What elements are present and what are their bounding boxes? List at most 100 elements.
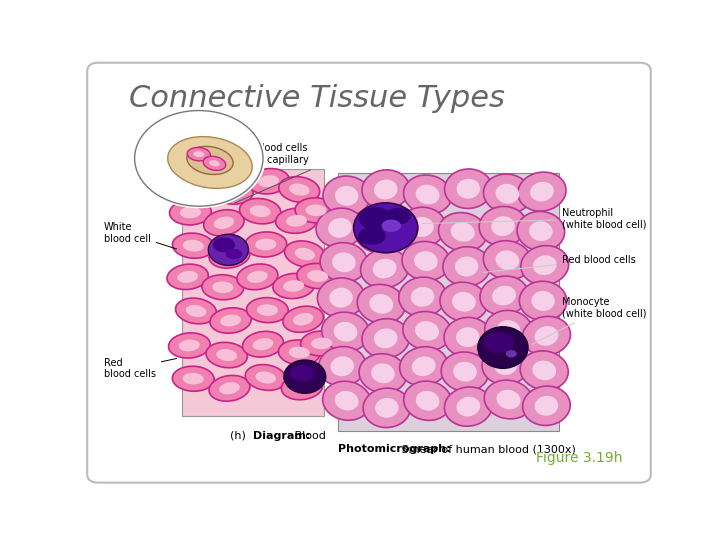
Ellipse shape [305, 205, 327, 216]
Ellipse shape [452, 292, 476, 312]
Ellipse shape [495, 251, 519, 270]
Ellipse shape [273, 273, 315, 299]
Ellipse shape [382, 219, 401, 232]
Ellipse shape [385, 208, 410, 225]
Ellipse shape [279, 177, 320, 202]
Ellipse shape [237, 264, 278, 290]
FancyBboxPatch shape [87, 63, 651, 483]
Ellipse shape [415, 185, 439, 204]
Ellipse shape [216, 349, 237, 361]
Ellipse shape [330, 356, 354, 376]
Ellipse shape [318, 278, 365, 318]
Ellipse shape [307, 270, 328, 282]
Ellipse shape [529, 221, 553, 241]
Ellipse shape [248, 168, 289, 194]
Ellipse shape [400, 347, 448, 386]
Ellipse shape [520, 351, 568, 390]
Ellipse shape [361, 249, 409, 288]
Ellipse shape [219, 382, 240, 394]
Ellipse shape [403, 175, 451, 214]
Ellipse shape [183, 373, 204, 384]
Ellipse shape [318, 347, 366, 386]
Text: Red blood cells: Red blood cells [483, 255, 635, 272]
Ellipse shape [533, 255, 557, 275]
Ellipse shape [534, 326, 559, 346]
Ellipse shape [294, 248, 315, 260]
Ellipse shape [485, 310, 532, 350]
Text: Red
blood cells: Red blood cells [104, 357, 176, 379]
Ellipse shape [189, 177, 209, 190]
Ellipse shape [293, 313, 313, 326]
Ellipse shape [456, 327, 480, 347]
Ellipse shape [212, 281, 233, 293]
Ellipse shape [359, 354, 407, 393]
Ellipse shape [253, 338, 274, 350]
Ellipse shape [283, 306, 323, 332]
Ellipse shape [284, 360, 325, 393]
Ellipse shape [404, 381, 451, 420]
Ellipse shape [411, 287, 434, 307]
Ellipse shape [483, 332, 514, 353]
Ellipse shape [222, 186, 243, 198]
Ellipse shape [301, 331, 343, 356]
Ellipse shape [335, 186, 359, 206]
Ellipse shape [286, 215, 307, 227]
Text: Monocyte
(white blood cell): Monocyte (white blood cell) [532, 297, 646, 344]
Ellipse shape [444, 387, 492, 426]
Ellipse shape [444, 318, 492, 357]
Bar [182, 168, 324, 416]
Ellipse shape [414, 251, 438, 271]
Ellipse shape [316, 208, 364, 247]
Ellipse shape [243, 332, 284, 357]
Ellipse shape [518, 172, 566, 211]
Ellipse shape [329, 288, 353, 308]
Ellipse shape [441, 352, 489, 392]
Ellipse shape [332, 252, 356, 272]
Ellipse shape [453, 362, 477, 382]
Ellipse shape [373, 259, 397, 279]
Ellipse shape [186, 146, 233, 174]
Text: Blood cells
in capillary: Blood cells in capillary [235, 144, 308, 165]
Ellipse shape [169, 200, 212, 225]
Ellipse shape [443, 247, 490, 286]
Ellipse shape [323, 176, 370, 215]
Ellipse shape [444, 169, 492, 208]
Ellipse shape [295, 198, 337, 223]
Ellipse shape [183, 240, 204, 252]
Ellipse shape [374, 180, 397, 199]
Ellipse shape [167, 264, 208, 289]
Ellipse shape [497, 390, 521, 409]
Ellipse shape [203, 156, 225, 171]
Ellipse shape [209, 375, 250, 401]
Ellipse shape [247, 271, 268, 283]
Ellipse shape [180, 207, 201, 218]
Ellipse shape [485, 380, 533, 419]
Ellipse shape [208, 234, 248, 266]
Ellipse shape [483, 241, 531, 280]
Ellipse shape [438, 213, 487, 251]
Ellipse shape [320, 242, 368, 282]
Ellipse shape [410, 217, 433, 237]
Ellipse shape [172, 366, 214, 391]
Ellipse shape [415, 321, 439, 341]
Ellipse shape [358, 227, 386, 245]
Ellipse shape [179, 340, 200, 352]
Ellipse shape [479, 206, 527, 246]
Ellipse shape [322, 312, 369, 352]
Ellipse shape [367, 224, 391, 243]
Ellipse shape [523, 316, 570, 355]
Ellipse shape [480, 276, 528, 315]
Ellipse shape [478, 327, 528, 368]
Text: Blood: Blood [291, 431, 326, 441]
Ellipse shape [455, 256, 478, 276]
Ellipse shape [362, 170, 410, 209]
Ellipse shape [354, 203, 418, 253]
Ellipse shape [240, 199, 281, 224]
Ellipse shape [519, 281, 567, 321]
Ellipse shape [505, 350, 517, 357]
Ellipse shape [357, 285, 405, 323]
Ellipse shape [187, 147, 210, 161]
Ellipse shape [451, 222, 474, 242]
Ellipse shape [246, 298, 288, 322]
Ellipse shape [456, 397, 480, 416]
